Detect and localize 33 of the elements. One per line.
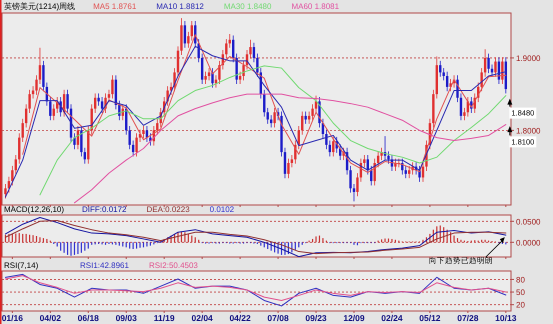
x-tick-label: 07/28 — [457, 313, 479, 323]
x-tick-label: 09/23 — [305, 313, 327, 323]
x-tick-label: 05/12 — [419, 313, 441, 323]
text: MA5 1.8761 — [93, 2, 137, 11]
y-tick-label: 0.0500 — [516, 217, 542, 226]
y-tick-label: 0.0000 — [516, 238, 542, 248]
x-tick-label: 10/13 — [495, 313, 517, 323]
x-tick-label: 04/22 — [229, 313, 252, 323]
text: RSI1:42.8961 — [80, 261, 130, 270]
text: DIFF:0.0172 — [82, 205, 128, 214]
x-tick-label: 02/04 — [192, 313, 214, 323]
x-tick-label: 02/24 — [381, 313, 403, 323]
y-tick-label: 20 — [516, 300, 526, 310]
chart-title: MACD(12,26,10) — [4, 205, 64, 214]
text: RSI2:50.4503 — [148, 261, 198, 270]
x-tick-label: 04/02 — [40, 313, 62, 323]
text: MA10 1.8812 — [156, 2, 204, 11]
text: MA30 1.8480 — [224, 2, 272, 11]
chart-title: RSI(7,14) — [4, 261, 39, 270]
x-tick-label: 07/08 — [267, 313, 289, 323]
chart-title: 英镑美元(1214)周线 — [4, 2, 76, 11]
y-tick-label: 80 — [516, 275, 526, 284]
x-tick-label: 01/16 — [2, 313, 24, 323]
x-tick-label: 11/19 — [154, 313, 175, 323]
y-tick-label: 50 — [516, 288, 526, 298]
text: 0.0102 — [210, 205, 235, 214]
text: DEA:0.0223 — [146, 205, 190, 214]
x-tick-label: 12/09 — [343, 313, 365, 323]
text: MA60 1.8081 — [291, 2, 340, 11]
y-tick-label: 1.8000 — [516, 126, 542, 136]
y-tick-label: 1.9000 — [516, 54, 542, 63]
x-tick-label: 06/18 — [78, 313, 100, 323]
x-tick-label: 09/03 — [116, 313, 138, 323]
